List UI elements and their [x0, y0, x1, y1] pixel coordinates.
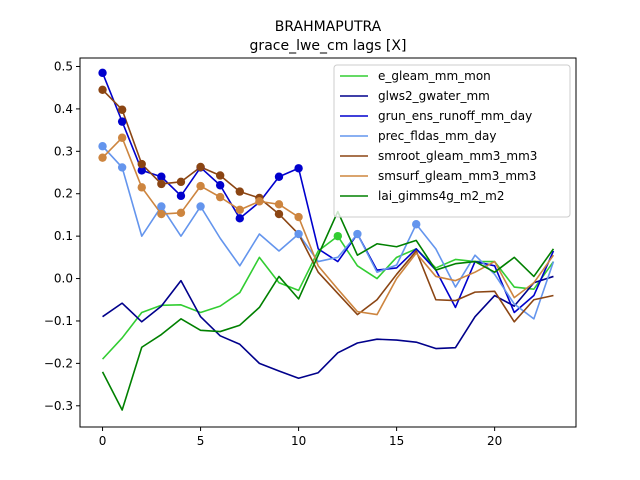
- plot-markers: [98, 68, 421, 241]
- legend-entry: smroot_gleam_mm3_mm3: [378, 149, 537, 163]
- y-tick-label: −0.1: [44, 314, 73, 328]
- legend-entry: smsurf_gleam_mm3_mm3: [378, 169, 536, 183]
- y-tick-label: 0.0: [54, 272, 73, 286]
- legend-entry: lai_gimms4g_m2_m2: [378, 189, 505, 203]
- series-line-grun_ens_runoff_mm_day: [101, 72, 555, 314]
- chart-title: BRAHMAPUTRA: [275, 19, 382, 35]
- data-point-e_gleam_mm_mon: [333, 231, 343, 241]
- data-point-prec_fldas_mm_day: [157, 202, 166, 211]
- data-point-smroot_gleam_mm3_mm3: [235, 187, 244, 196]
- data-point-smroot_gleam_mm3_mm3: [215, 171, 225, 180]
- data-point-smsurf_gleam_mm3_mm3: [157, 209, 166, 219]
- series-line-lai_gimms4g_m2_m2: [101, 210, 555, 411]
- data-point-smsurf_gleam_mm3_mm3: [255, 197, 264, 206]
- data-point-smroot_gleam_mm3_mm3: [117, 105, 127, 114]
- data-point-smsurf_gleam_mm3_mm3: [235, 205, 244, 215]
- data-point-grun_ens_runoff_mm_day: [176, 191, 186, 201]
- data-point-smsurf_gleam_mm3_mm3: [98, 153, 107, 162]
- x-tick-label: 5: [197, 434, 205, 448]
- plot-frame: [79, 57, 577, 428]
- data-point-grun_ens_runoff_mm_day: [235, 214, 244, 223]
- data-point-smroot_gleam_mm3_mm3: [274, 209, 284, 219]
- data-point-smsurf_gleam_mm3_mm3: [176, 208, 186, 218]
- data-point-smsurf_gleam_mm3_mm3: [274, 200, 284, 209]
- x-tick-label: 15: [389, 434, 404, 448]
- data-point-prec_fldas_mm_day: [196, 202, 205, 211]
- x-tick-label: 0: [99, 434, 107, 448]
- series-line-prec_fldas_mm_day: [101, 145, 555, 320]
- data-point-smroot_gleam_mm3_mm3: [196, 162, 205, 172]
- data-point-grun_ens_runoff_mm_day: [215, 181, 225, 190]
- x-axis: 0 5 10 15 20: [99, 427, 502, 448]
- legend-entry: prec_fldas_mm_day: [378, 129, 497, 143]
- y-axis: −0.3 −0.2 −0.1 0.0 0.1 0.2 0.3 0.4 0.5: [44, 59, 80, 413]
- data-point-grun_ens_runoff_mm_day: [117, 117, 127, 126]
- y-tick-label: 0.2: [54, 187, 73, 201]
- data-point-smsurf_gleam_mm3_mm3: [215, 192, 225, 202]
- y-tick-label: 0.5: [54, 59, 73, 73]
- legend-entry: glws2_gwater_mm: [378, 89, 490, 103]
- series-line-glws2_gwater_mm: [102, 275, 554, 380]
- data-point-prec_fldas_mm_day: [412, 220, 421, 229]
- x-tick-label: 10: [291, 434, 306, 448]
- data-point-smsurf_gleam_mm3_mm3: [137, 183, 146, 192]
- data-point-prec_fldas_mm_day: [117, 163, 127, 172]
- data-point-smsurf_gleam_mm3_mm3: [294, 212, 303, 222]
- y-tick-label: −0.2: [44, 356, 73, 370]
- data-point-smroot_gleam_mm3_mm3: [176, 177, 186, 187]
- legend-entry: e_gleam_mm_mon: [378, 69, 491, 83]
- legend-entry: grun_ens_runoff_mm_day: [378, 109, 532, 123]
- y-tick-label: 0.1: [54, 229, 73, 243]
- data-point-grun_ens_runoff_mm_day: [157, 172, 166, 181]
- data-point-smsurf_gleam_mm3_mm3: [117, 133, 127, 142]
- data-point-grun_ens_runoff_mm_day: [137, 166, 146, 175]
- y-tick-label: 0.4: [54, 102, 73, 116]
- data-point-grun_ens_runoff_mm_day: [274, 172, 284, 181]
- data-point-prec_fldas_mm_day: [98, 142, 107, 151]
- legend: e_gleam_mm_mon glws2_gwater_mm grun_ens_ru…: [333, 64, 571, 218]
- data-point-grun_ens_runoff_mm_day: [294, 164, 303, 173]
- data-point-prec_fldas_mm_day: [294, 229, 303, 239]
- chart-subtitle: grace_lwe_cm lags [X]: [250, 38, 407, 54]
- data-point-smroot_gleam_mm3_mm3: [157, 179, 166, 189]
- legend-box: [333, 64, 571, 218]
- data-point-prec_fldas_mm_day: [353, 229, 362, 239]
- data-point-grun_ens_runoff_mm_day: [98, 68, 107, 78]
- data-point-smroot_gleam_mm3_mm3: [98, 85, 107, 95]
- data-point-smsurf_gleam_mm3_mm3: [196, 181, 205, 191]
- x-tick-label: 20: [487, 434, 502, 448]
- y-tick-label: 0.3: [54, 144, 73, 158]
- y-tick-label: −0.3: [44, 399, 73, 413]
- data-point-smroot_gleam_mm3_mm3: [137, 159, 146, 169]
